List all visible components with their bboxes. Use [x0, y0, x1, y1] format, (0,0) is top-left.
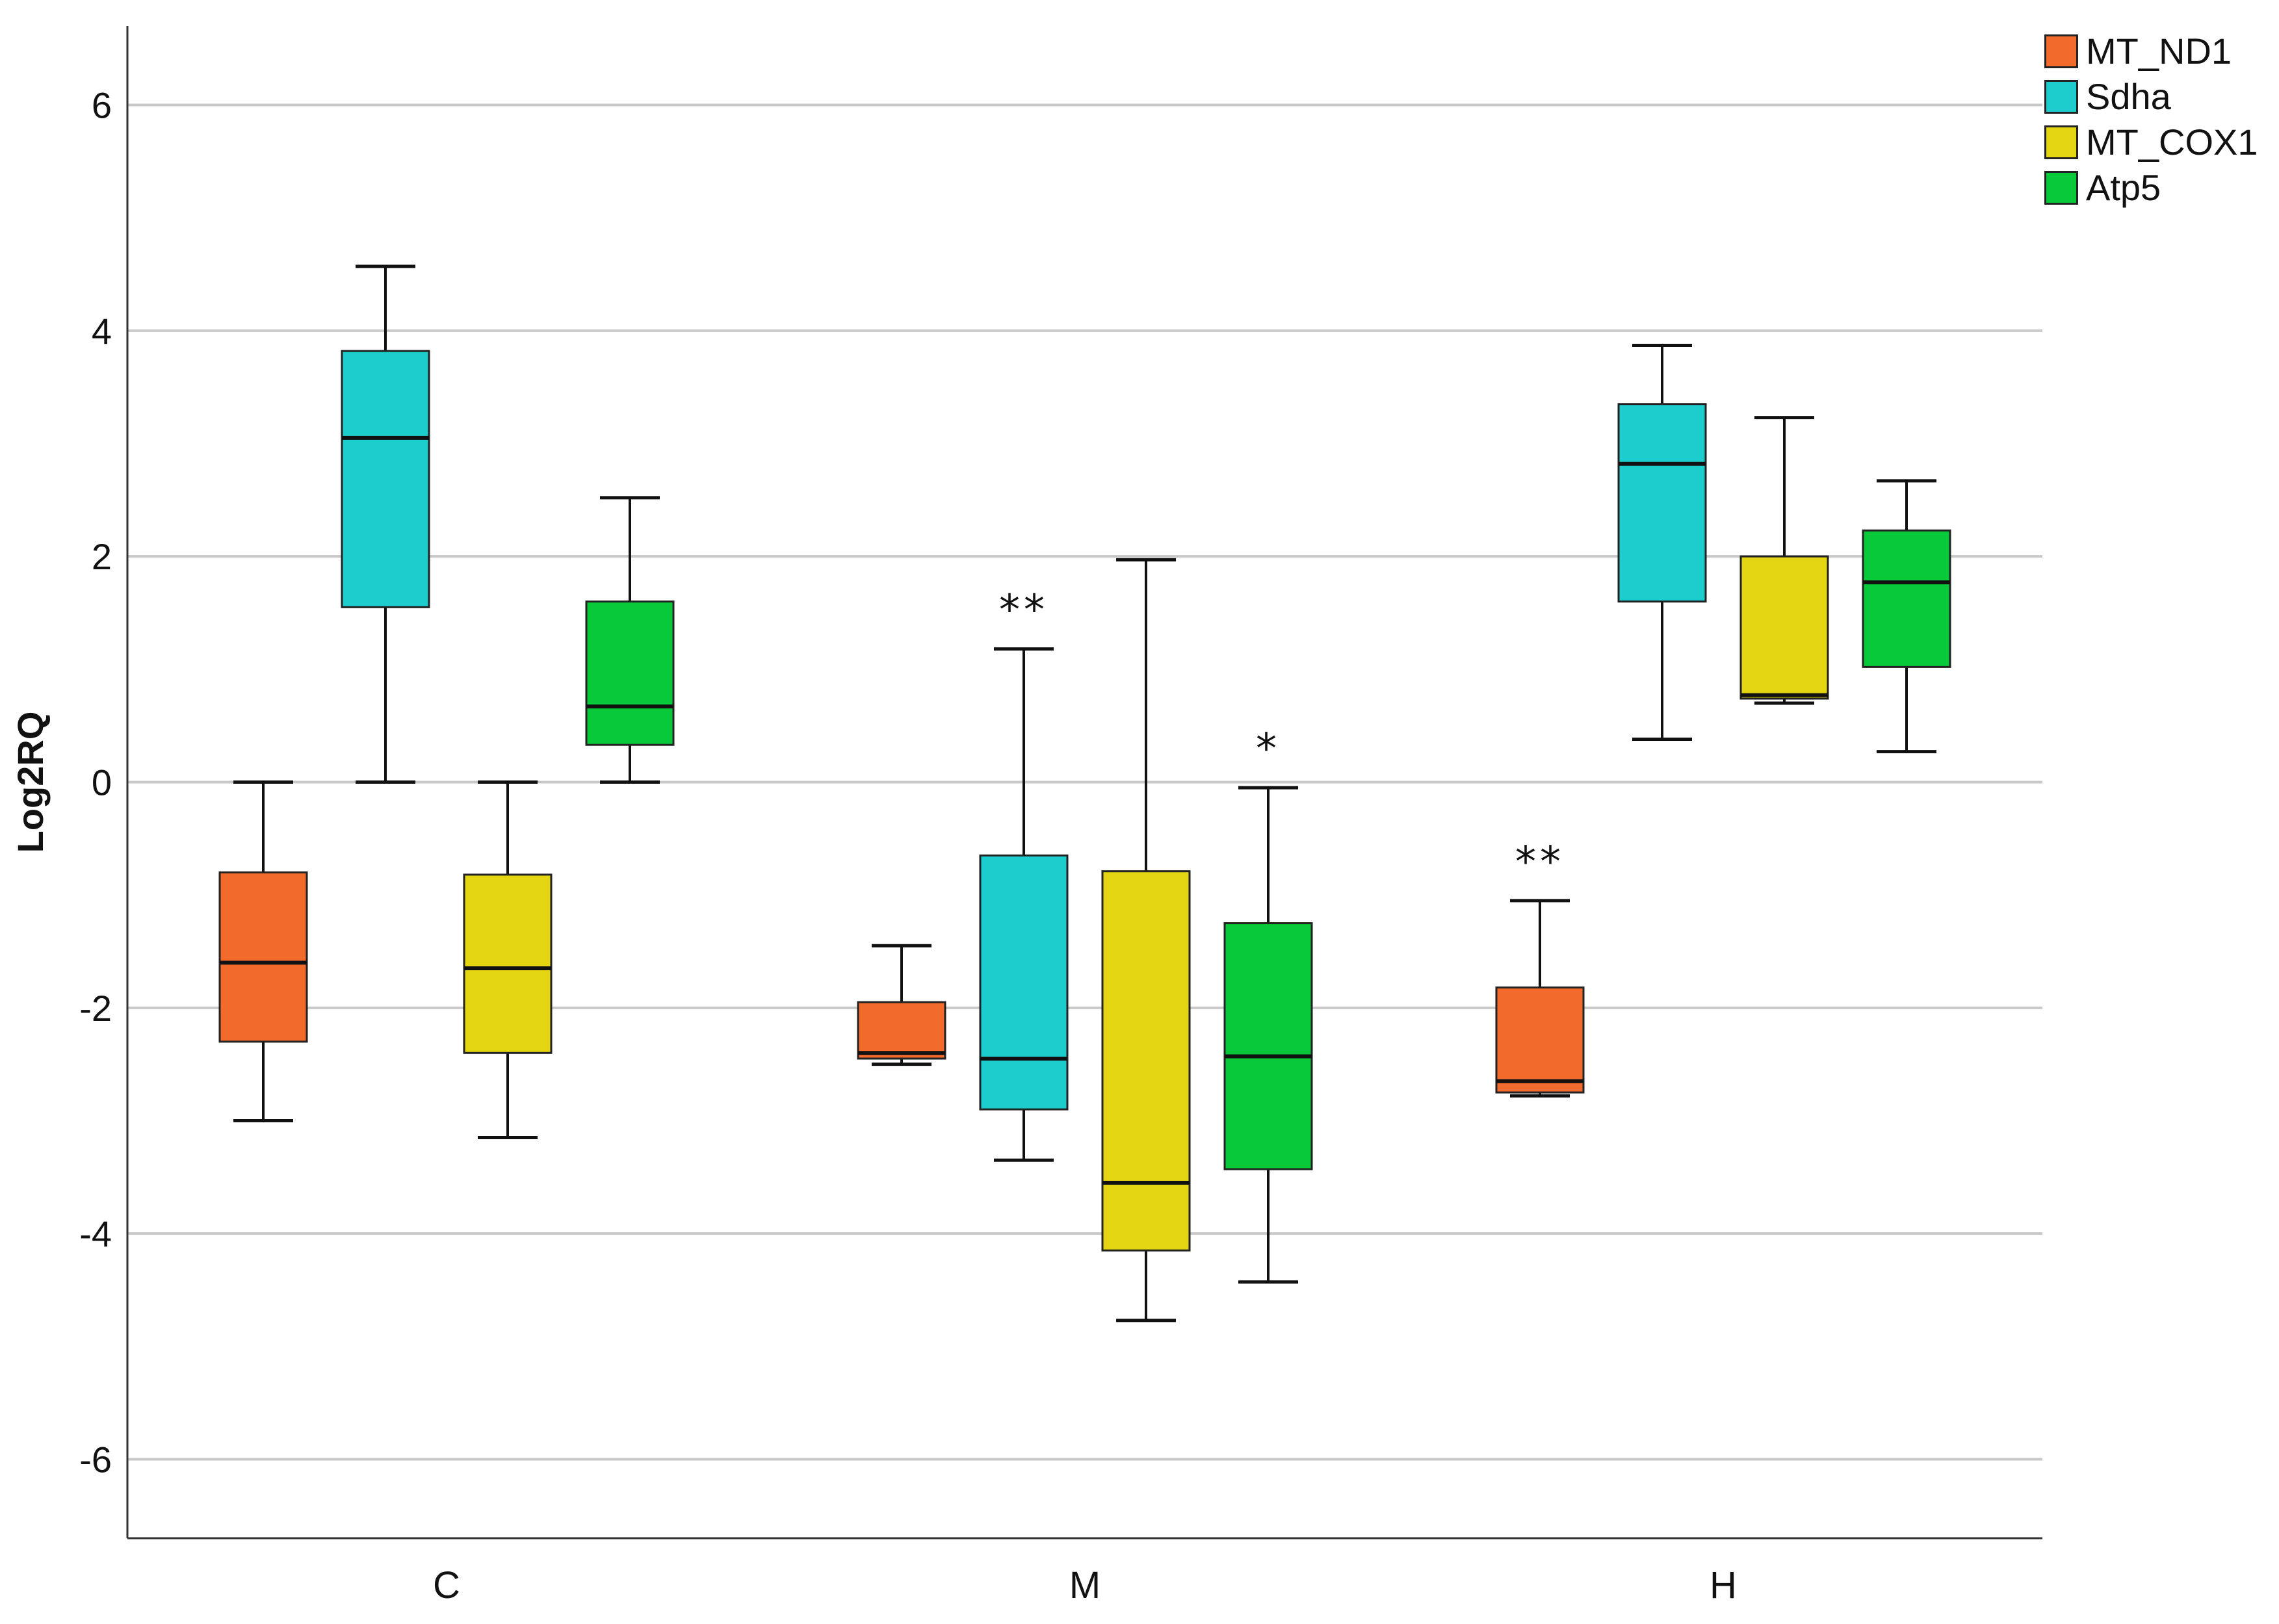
box-iqr — [1617, 403, 1707, 603]
y-tick-labels: -6 -4 -2 0 2 4 6 — [79, 85, 112, 1480]
box-atp5-h — [1862, 479, 1951, 754]
y-tick-label: -2 — [79, 988, 112, 1029]
box-iqr — [857, 1001, 946, 1060]
legend-item-mt-nd1: MT_ND1 — [2044, 29, 2258, 74]
significance-annotation: ** — [1515, 838, 1565, 886]
box-atp5-c — [585, 496, 675, 784]
box-iqr — [979, 854, 1069, 1111]
legend-item-mt-cox1: MT_COX1 — [2044, 120, 2258, 165]
gridlines — [127, 103, 2042, 1461]
y-tick-label: 4 — [92, 311, 112, 352]
box-iqr — [218, 871, 308, 1043]
legend-item-atp5: Atp5 — [2044, 165, 2258, 211]
legend-label-mt-cox1: MT_COX1 — [2086, 122, 2258, 162]
box-mt-nd1-c — [218, 780, 308, 1122]
y-tick-label: 0 — [92, 762, 112, 803]
x-tick-label-h: H — [1710, 1564, 1737, 1606]
legend-swatch-mt-nd1 — [2044, 34, 2078, 68]
box-iqr — [585, 600, 675, 746]
box-iqr — [341, 350, 430, 608]
box-sdha-h — [1617, 343, 1707, 741]
y-tick-label: 6 — [92, 85, 112, 126]
legend-swatch-atp5 — [2044, 171, 2078, 205]
box-sdha-m: ** — [979, 587, 1069, 1162]
y-axis-label: Log2RQ — [10, 712, 51, 853]
box-mt-cox1-h — [1739, 416, 1829, 705]
legend-label-mt-nd1: MT_ND1 — [2086, 31, 2232, 71]
box-sdha-c — [341, 264, 430, 784]
y-tick-label: -4 — [79, 1213, 112, 1254]
legend-swatch-sdha — [2044, 80, 2078, 114]
y-tick-label: 2 — [92, 536, 112, 577]
box-iqr — [1101, 870, 1191, 1252]
box-iqr — [1739, 555, 1829, 700]
legend-label-sdha: Sdha — [2086, 76, 2171, 117]
box-mt-nd1-h: ** — [1495, 838, 1585, 1098]
box-iqr — [1495, 986, 1585, 1094]
box-mt-cox1-m — [1101, 558, 1191, 1322]
box-iqr — [1223, 922, 1313, 1170]
boxes: ***** — [218, 264, 1951, 1322]
significance-annotation: ** — [999, 587, 1048, 635]
x-tick-label-m: M — [1069, 1564, 1100, 1606]
x-tick-label-c: C — [433, 1564, 460, 1606]
box-mt-nd1-m — [857, 944, 946, 1066]
y-tick-label: -6 — [79, 1439, 112, 1480]
legend-label-atp5: Atp5 — [2086, 167, 2161, 208]
legend-swatch-mt-cox1 — [2044, 125, 2078, 159]
box-iqr — [463, 873, 553, 1054]
box-iqr — [1862, 529, 1951, 668]
box-atp5-m: * — [1223, 725, 1313, 1284]
legend-item-sdha: Sdha — [2044, 74, 2258, 120]
box-mt-cox1-c — [463, 780, 553, 1140]
axes — [126, 26, 2042, 1540]
significance-annotation: * — [1256, 725, 1281, 773]
legend: MT_ND1 Sdha MT_COX1 Atp5 — [2044, 29, 2258, 211]
